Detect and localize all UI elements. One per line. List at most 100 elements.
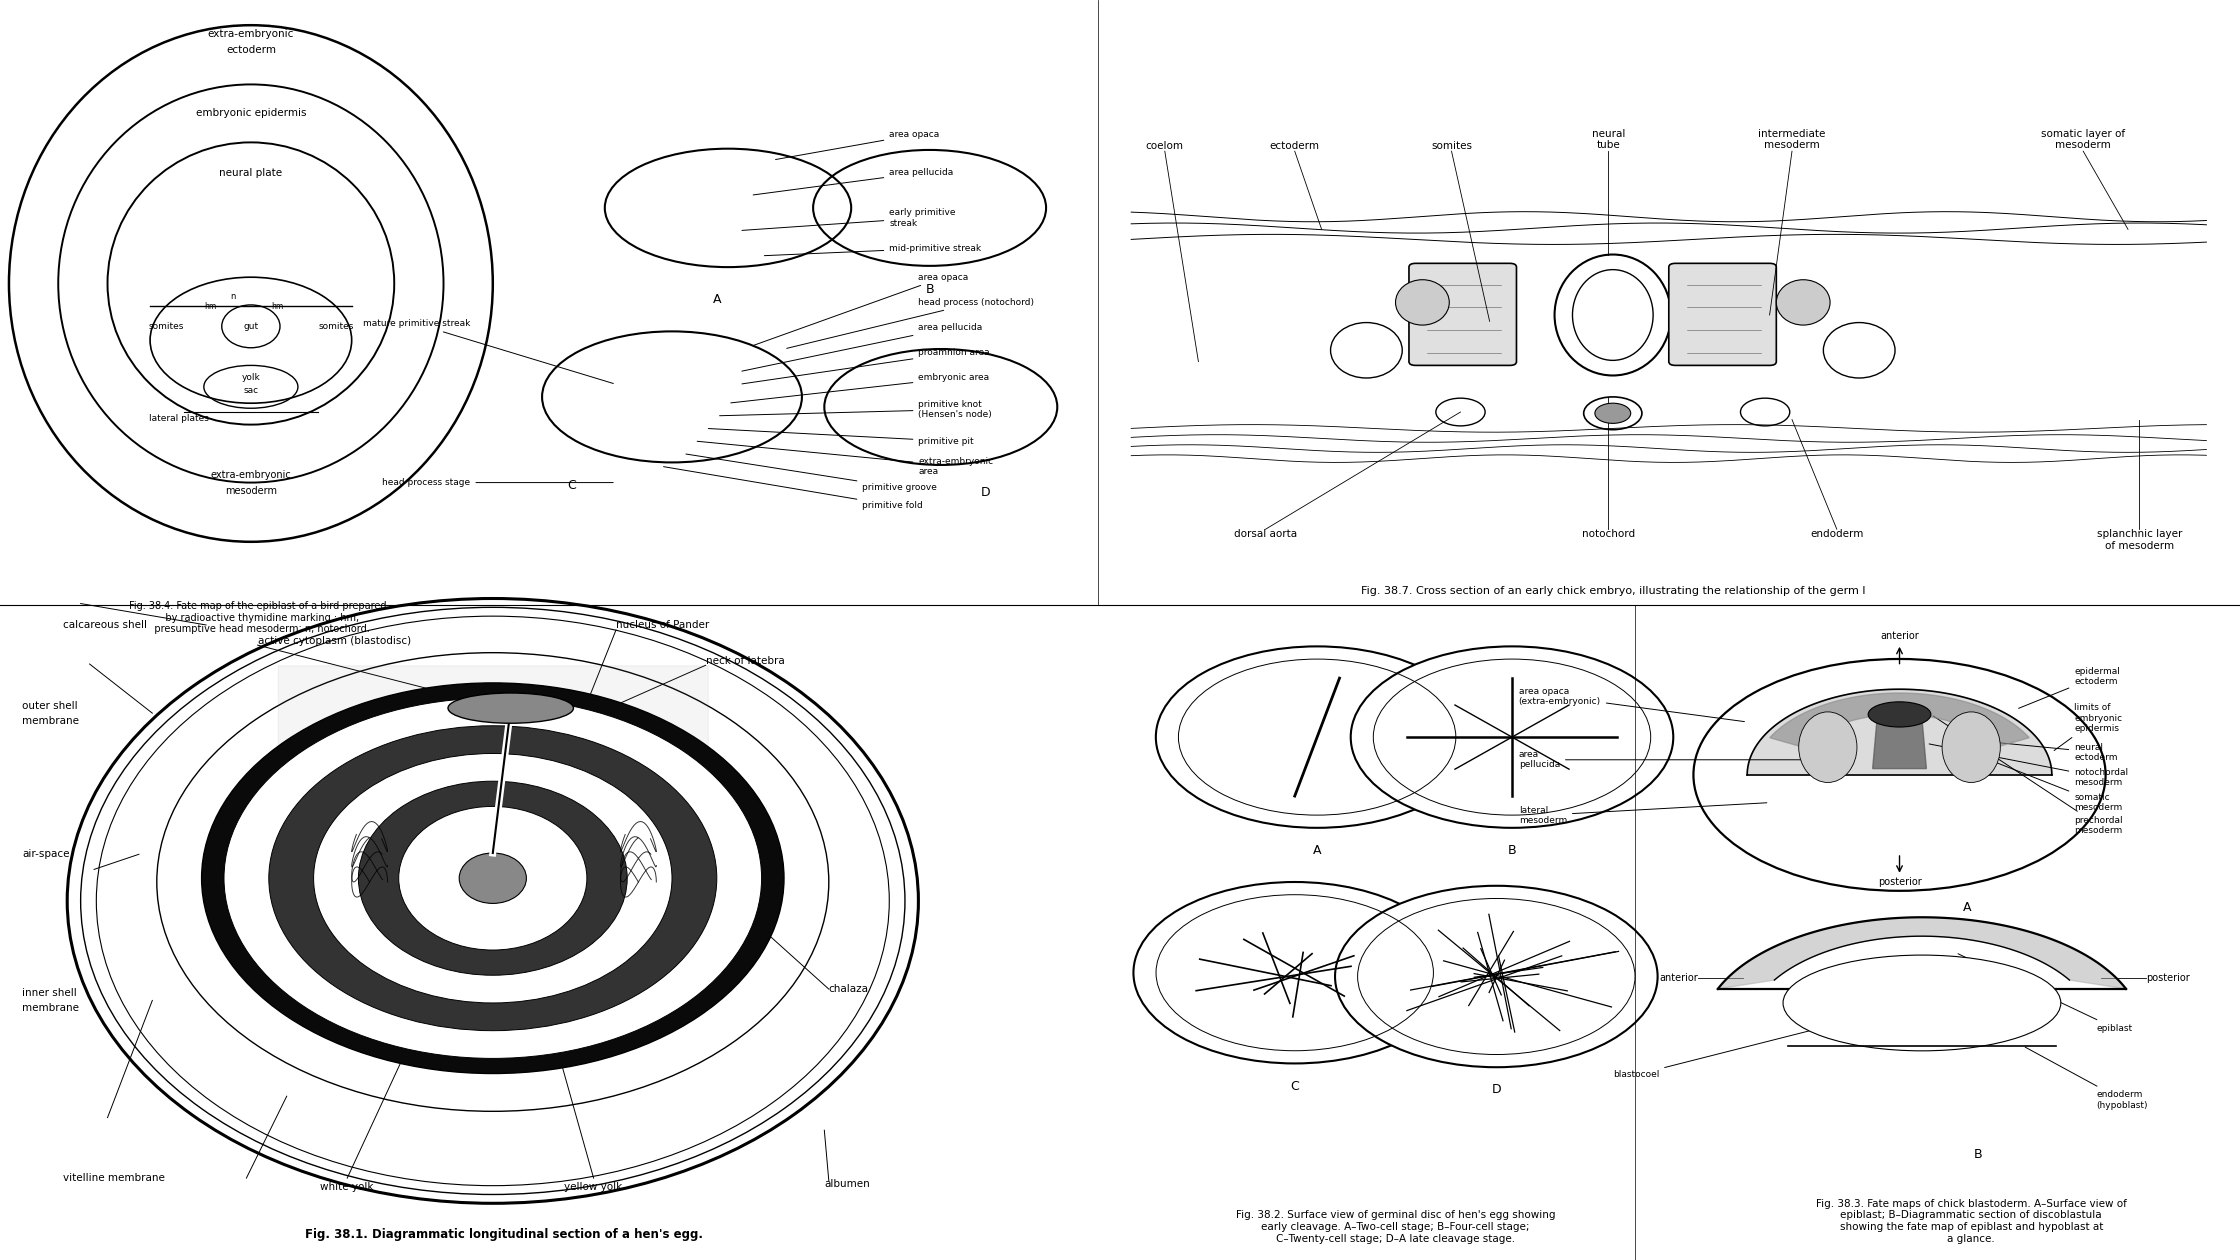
Text: early primitive
streak: early primitive streak bbox=[741, 208, 956, 231]
Text: Fig. 38.4. Fate map of the epiblast of a bird prepared
   by radioactive thymidi: Fig. 38.4. Fate map of the epiblast of a… bbox=[130, 601, 385, 634]
Text: B: B bbox=[1973, 1148, 1982, 1160]
Text: Fig. 38.1. Diagrammatic longitudinal section of a hen's egg.: Fig. 38.1. Diagrammatic longitudinal sec… bbox=[305, 1228, 703, 1241]
Text: somites: somites bbox=[1431, 141, 1472, 151]
Text: splanchnic layer
of mesoderm: splanchnic layer of mesoderm bbox=[2097, 529, 2182, 551]
Text: posterior: posterior bbox=[2146, 973, 2191, 983]
Ellipse shape bbox=[67, 598, 918, 1203]
Text: nucleus of Pander: nucleus of Pander bbox=[616, 620, 710, 630]
Text: primitive fold: primitive fold bbox=[663, 466, 923, 510]
Ellipse shape bbox=[448, 693, 573, 723]
Text: blastocoel: blastocoel bbox=[1613, 1009, 1897, 1080]
Text: primitive groove: primitive groove bbox=[685, 454, 936, 493]
Text: C: C bbox=[567, 479, 576, 491]
Text: ectoderm: ectoderm bbox=[1270, 141, 1319, 151]
Text: area pellucida: area pellucida bbox=[753, 168, 954, 195]
Text: somatic layer of: somatic layer of bbox=[2041, 129, 2126, 139]
Text: gut: gut bbox=[244, 321, 258, 331]
Text: neural
ectoderm: neural ectoderm bbox=[1969, 740, 2117, 762]
Text: membrane: membrane bbox=[22, 1003, 78, 1013]
Text: area
pellucida: area pellucida bbox=[1519, 750, 1803, 770]
Text: anterior: anterior bbox=[1879, 631, 1920, 641]
Text: endoderm: endoderm bbox=[1810, 529, 1864, 539]
Text: membrane: membrane bbox=[22, 716, 78, 726]
Text: + posterior: + posterior bbox=[1944, 1023, 1991, 1033]
Text: posterior: posterior bbox=[1877, 877, 1922, 887]
Text: mature primitive streak: mature primitive streak bbox=[363, 319, 614, 383]
Text: Fig. 38.2. Surface view of germinal disc of hen's egg showing
early cleavage. A–: Fig. 38.2. Surface view of germinal disc… bbox=[1236, 1211, 1555, 1244]
Ellipse shape bbox=[459, 853, 526, 903]
Text: extra-embryonic
area: extra-embryonic area bbox=[697, 441, 995, 476]
Text: head process (notochord): head process (notochord) bbox=[786, 297, 1035, 348]
Ellipse shape bbox=[269, 726, 717, 1031]
Text: lateral
mesoderm: lateral mesoderm bbox=[1519, 803, 1767, 825]
Text: B: B bbox=[1508, 844, 1516, 857]
Text: anterior: anterior bbox=[1660, 973, 1698, 983]
Text: active cytoplasm (blastodisc): active cytoplasm (blastodisc) bbox=[258, 636, 410, 646]
Text: white yolk: white yolk bbox=[320, 1182, 374, 1192]
Circle shape bbox=[1133, 882, 1456, 1063]
Text: hm: hm bbox=[204, 301, 217, 311]
Text: epiblast: epiblast bbox=[1958, 954, 2132, 1033]
Text: mesoderm: mesoderm bbox=[224, 486, 278, 496]
Text: mesoderm: mesoderm bbox=[1765, 140, 1819, 150]
Text: epidermal
ectoderm: epidermal ectoderm bbox=[2018, 667, 2119, 708]
Text: sac: sac bbox=[244, 386, 258, 396]
Text: outer shell: outer shell bbox=[22, 701, 78, 711]
Ellipse shape bbox=[224, 698, 762, 1058]
Text: area opaca: area opaca bbox=[753, 272, 968, 345]
Text: n: n bbox=[231, 291, 235, 301]
Text: lateral plates: lateral plates bbox=[150, 413, 208, 423]
Text: D: D bbox=[1492, 1084, 1501, 1096]
Ellipse shape bbox=[1595, 403, 1631, 423]
Text: somites: somites bbox=[318, 321, 354, 331]
Ellipse shape bbox=[399, 806, 587, 950]
Text: chalaza: chalaza bbox=[829, 984, 869, 994]
Text: prechordal
mesoderm: prechordal mesoderm bbox=[1933, 716, 2124, 835]
Text: extra-embryonic: extra-embryonic bbox=[211, 470, 291, 480]
Text: yolk: yolk bbox=[242, 373, 260, 383]
FancyBboxPatch shape bbox=[1669, 263, 1776, 365]
Text: A: A bbox=[712, 294, 721, 306]
Text: calcareous shell: calcareous shell bbox=[63, 620, 148, 630]
Text: primitive pit: primitive pit bbox=[708, 428, 974, 446]
Text: B: B bbox=[925, 284, 934, 296]
Text: limits of
embryonic
epidermis: limits of embryonic epidermis bbox=[2054, 703, 2121, 751]
Text: A: A bbox=[1962, 901, 1971, 914]
Text: vitelline membrane: vitelline membrane bbox=[63, 1173, 164, 1183]
Text: Fig. 38.7. Cross section of an early chick embryo, illustrating the relationship: Fig. 38.7. Cross section of an early chi… bbox=[1360, 586, 1866, 596]
FancyBboxPatch shape bbox=[1409, 263, 1516, 365]
Ellipse shape bbox=[1783, 955, 2061, 1051]
Text: area opaca: area opaca bbox=[775, 130, 939, 160]
Text: mid-primitive streak: mid-primitive streak bbox=[764, 243, 981, 256]
Text: hm: hm bbox=[271, 301, 284, 311]
Text: dorsal aorta: dorsal aorta bbox=[1234, 529, 1297, 539]
Text: primitive knot
(Hensen's node): primitive knot (Hensen's node) bbox=[719, 399, 992, 420]
Ellipse shape bbox=[1942, 712, 2000, 782]
Polygon shape bbox=[1718, 917, 2126, 989]
Ellipse shape bbox=[202, 683, 784, 1074]
Text: embryonic area: embryonic area bbox=[730, 373, 990, 403]
Polygon shape bbox=[1873, 718, 1926, 769]
Polygon shape bbox=[1770, 693, 2029, 747]
Text: neck of latebra: neck of latebra bbox=[706, 656, 784, 667]
Text: mesoderm: mesoderm bbox=[2056, 140, 2110, 150]
Text: area opaca
(extra-embryonic): area opaca (extra-embryonic) bbox=[1519, 687, 1745, 722]
Text: Fig. 38.3. Fate maps of chick blastoderm. A–Surface view of
epiblast; B–Diagramm: Fig. 38.3. Fate maps of chick blastoderm… bbox=[1817, 1198, 2126, 1244]
Text: albumen: albumen bbox=[824, 1179, 869, 1189]
Text: somatic
mesoderm: somatic mesoderm bbox=[1991, 761, 2124, 813]
Text: ectoderm: ectoderm bbox=[226, 45, 276, 55]
Text: D: D bbox=[981, 486, 990, 499]
Text: neural: neural bbox=[1593, 129, 1624, 139]
Circle shape bbox=[1693, 659, 2106, 891]
Ellipse shape bbox=[314, 753, 672, 1003]
Text: notochordal
mesoderm: notochordal mesoderm bbox=[1929, 743, 2128, 788]
Circle shape bbox=[1335, 886, 1658, 1067]
Text: endoderm
(hypoblast): endoderm (hypoblast) bbox=[2025, 1047, 2148, 1110]
Text: coelom: coelom bbox=[1147, 141, 1183, 151]
Text: area pellucida: area pellucida bbox=[741, 323, 983, 372]
Text: A: A bbox=[1313, 844, 1322, 857]
Text: extra-embryonic: extra-embryonic bbox=[208, 29, 293, 39]
Text: proamnion area: proamnion area bbox=[741, 348, 990, 384]
Text: somites: somites bbox=[148, 321, 184, 331]
Ellipse shape bbox=[1776, 280, 1830, 325]
